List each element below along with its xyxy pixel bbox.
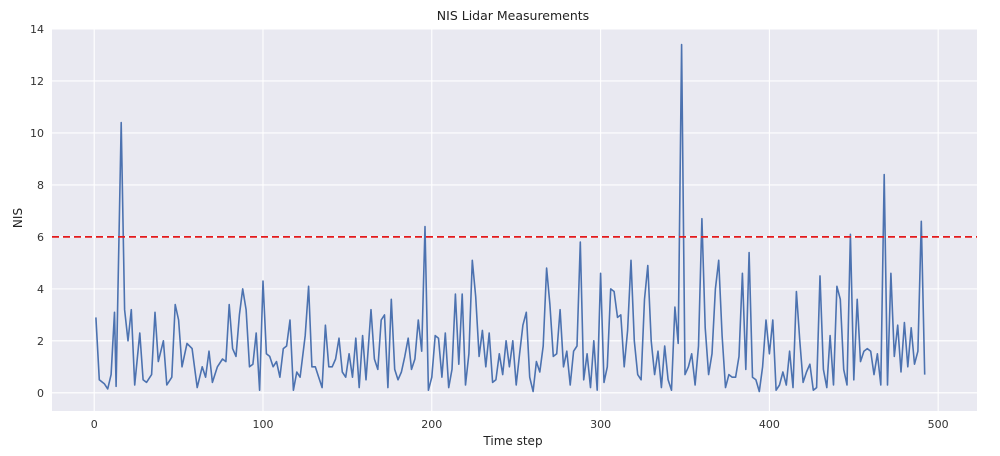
y-tick-label: 2 — [37, 335, 44, 348]
y-tick-label: 4 — [37, 283, 44, 296]
y-tick-label: 8 — [37, 179, 44, 192]
y-tick-label: 14 — [30, 23, 44, 36]
x-tick-label: 500 — [928, 418, 949, 431]
y-tick-label: 6 — [37, 231, 44, 244]
chart-title: NIS Lidar Measurements — [437, 8, 589, 23]
y-tick-label: 12 — [30, 75, 44, 88]
x-axis-ticks: 0 100 200 300 400 500 — [91, 418, 949, 431]
nis-series-line — [95, 43, 926, 393]
y-tick-label: 10 — [30, 127, 44, 140]
x-tick-label: 0 — [91, 418, 98, 431]
y-tick-label: 0 — [37, 387, 44, 400]
x-tick-label: 100 — [252, 418, 273, 431]
x-tick-label: 200 — [421, 418, 442, 431]
x-tick-label: 300 — [590, 418, 611, 431]
x-axis-label: Time step — [482, 434, 542, 448]
x-tick-label: 400 — [759, 418, 780, 431]
y-axis-label: NIS — [11, 208, 25, 228]
y-axis-ticks: 0 2 4 6 8 10 12 14 — [30, 23, 44, 400]
